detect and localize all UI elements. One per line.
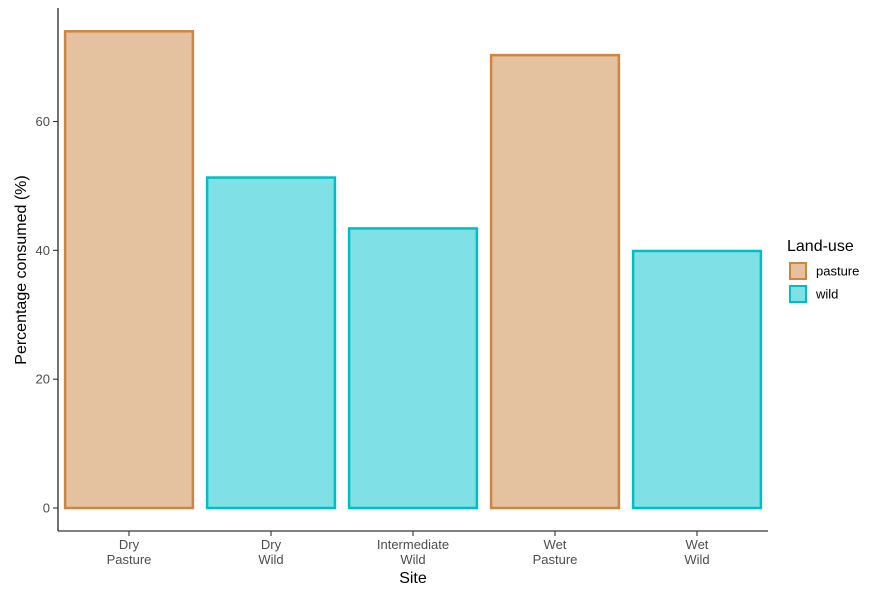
y-axis-title: Percentage consumed (%) (13, 175, 30, 364)
bar-dry-wild (205, 176, 337, 510)
x-tick-label-line: Wet (544, 537, 567, 552)
y-tick-label: 60 (36, 114, 50, 129)
x-tick-label-line: Dry (261, 537, 282, 552)
legend-key-pasture (789, 262, 807, 280)
x-tick-label: Dry Wild (258, 537, 283, 567)
x-tick-label-line: Wild (684, 552, 709, 567)
y-tick-label: 0 (43, 501, 50, 516)
x-tick-label-line: Dry (119, 537, 140, 552)
x-axis-title: Site (399, 570, 427, 587)
x-tick-label-line: Pasture (533, 552, 578, 567)
bar-dry-pasture (63, 30, 195, 510)
legend-label-wild: wild (815, 287, 838, 302)
x-tick-label-line: Wet (686, 537, 709, 552)
y-tick-label: 20 (36, 372, 50, 387)
x-tick-label: Intermediate Wild (377, 537, 449, 567)
x-tick-label-line: Wild (400, 552, 425, 567)
x-tick-label-line: Pasture (107, 552, 152, 567)
legend-label-pasture: pasture (816, 264, 859, 279)
bars-group (63, 30, 763, 510)
x-tick-label-line: Wild (258, 552, 283, 567)
y-ticks-group: 0 20 40 60 (36, 114, 58, 516)
x-tick-label-line: Intermediate (377, 537, 449, 552)
x-tick-label: Wet Pasture (533, 537, 578, 567)
bar-wet-wild (631, 249, 763, 510)
bar-wet-pasture (489, 53, 621, 510)
bar-intermediate-wild (347, 227, 479, 510)
x-tick-label: Wet Wild (684, 537, 709, 567)
legend-key-wild (789, 285, 807, 303)
legend: Land-use pasture wild (787, 238, 859, 303)
x-tick-label: Dry Pasture (107, 537, 152, 567)
legend-title: Land-use (787, 238, 854, 255)
y-tick-label: 40 (36, 243, 50, 258)
